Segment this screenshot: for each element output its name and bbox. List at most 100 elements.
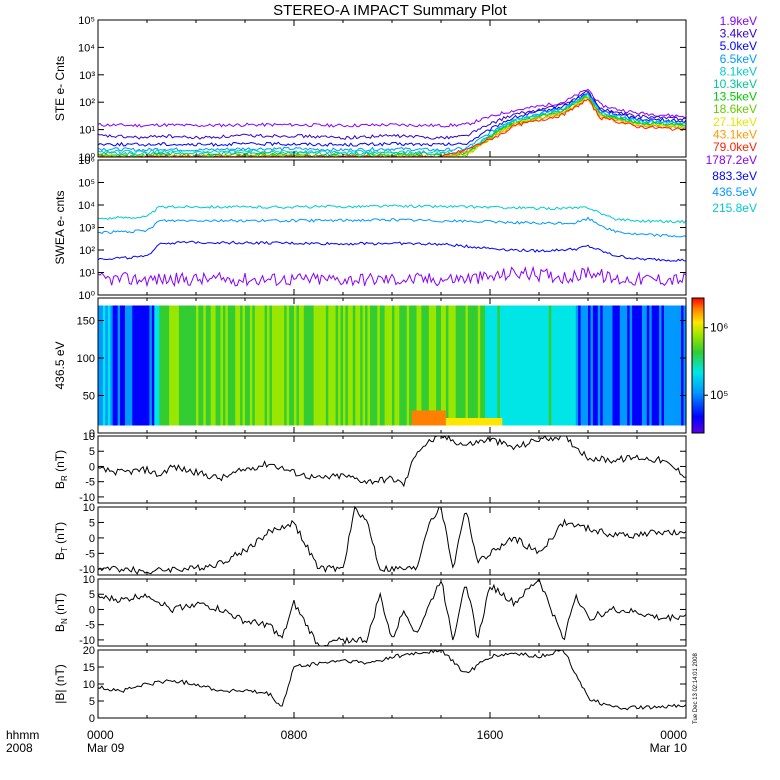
series-line-ste-1 (97, 90, 687, 141)
heatmap-cell (377, 305, 381, 426)
heatmap-cell (149, 305, 153, 426)
heatmap-cell (125, 305, 129, 426)
y-tick-label: 20 (83, 645, 95, 657)
heatmap-cell (188, 305, 192, 426)
series-line-swea-0 (97, 265, 687, 288)
heatmap-cell (311, 305, 315, 426)
heatmap-cell (200, 305, 204, 426)
heatmap-cell (637, 305, 641, 426)
heatmap-cell (585, 305, 589, 426)
heatmap-cell (678, 305, 682, 426)
heatmap-cell (509, 305, 513, 426)
heatmap-cell (502, 305, 506, 426)
heatmap-cell (122, 305, 126, 426)
heatmap-cell (664, 305, 668, 426)
plot-timestamp-stamp: Tue Dec 13 02:14:01 2008 (693, 653, 699, 724)
heatmap-cell (641, 305, 645, 426)
heatmap-cell (328, 305, 332, 426)
heatmap-cell (360, 305, 364, 426)
panel-frame-bt (97, 506, 687, 576)
heatmap-cell (507, 305, 511, 426)
heatmap-cell (438, 305, 442, 426)
heatmap-cell (460, 305, 464, 426)
y-axis-label-swea: SWEA e- cnts (53, 190, 67, 264)
x-row-label-hhmm: hhmm (6, 728, 39, 742)
heatmap-cell (254, 305, 258, 426)
heatmap-cell (161, 305, 165, 426)
heatmap-cell (235, 305, 239, 426)
heatmap-cell (117, 305, 121, 426)
heatmap-cell (340, 305, 344, 426)
heatmap-cell (257, 305, 261, 426)
heatmap-cell (433, 305, 437, 426)
heatmap-cell (225, 305, 229, 426)
y-tick-label: 0 (89, 428, 95, 440)
heatmap-cell (120, 305, 124, 426)
y-tick-label: 10³ (79, 70, 95, 82)
legend-group: 1.9keV3.4keV5.0keV6.5keV8.1keV10.3keV13.… (706, 14, 757, 215)
y-tick-label: 0 (89, 604, 95, 616)
series-line-bmag (97, 649, 687, 711)
y-axis-label-unit: (nT) (53, 664, 67, 689)
heatmap-cell (208, 305, 212, 426)
heatmap-cell (203, 305, 207, 426)
y-tick-label: 5 (89, 517, 95, 529)
heatmap-cell (281, 305, 285, 426)
heatmap-cell (151, 305, 155, 426)
heatmap-cell (615, 305, 619, 426)
x-tick-label-time: 0000 (87, 728, 114, 742)
y-axis-label-pad: 436.5 eV (53, 341, 67, 389)
legend-entry: 1.9keV (720, 14, 757, 28)
heatmap-cell (426, 305, 430, 426)
heatmap-cell (573, 305, 577, 426)
panel-frame-bmag (97, 649, 687, 719)
heatmap-cell (362, 305, 366, 426)
heatmap-cell (612, 305, 616, 426)
y-axis-label-main: SWEA e- cnts (53, 190, 67, 264)
legend-entry: 18.6keV (713, 102, 757, 116)
heatmap-cell (570, 305, 574, 426)
heatmap-cell (242, 305, 246, 426)
heatmap-cell (220, 305, 224, 426)
heatmap-cell (416, 305, 420, 426)
heatmap-cell (384, 305, 388, 426)
heatmap-cell (431, 305, 435, 426)
heatmap-cell (514, 305, 518, 426)
heatmap-cell (213, 305, 217, 426)
heatmap-cell (181, 305, 185, 426)
heatmap-cell (291, 305, 295, 426)
legend-entry: 10.3keV (713, 77, 757, 91)
series-line-br (97, 434, 686, 488)
legend-entry: 27.1keV (713, 115, 757, 129)
heatmap-cell (649, 305, 653, 426)
x-tick-label-date: Mar 10 (650, 741, 688, 755)
heatmap-cell (193, 305, 197, 426)
heatmap-cell (490, 305, 494, 426)
y-tick-label: 50 (83, 391, 95, 403)
heatmap-cell (230, 305, 234, 426)
y-tick-label: 10 (83, 502, 95, 514)
heatmap-cell (115, 305, 119, 426)
y-tick-label: 10³ (79, 223, 95, 235)
y-axis-label-main: STE e- Cnts (53, 56, 67, 121)
heatmap-cell (436, 305, 440, 426)
heatmap-cell (404, 305, 408, 426)
y-tick-label: -5 (85, 548, 95, 560)
heatmap-cell (169, 305, 173, 426)
heatmap-cell (409, 305, 413, 426)
heatmap-cell (651, 305, 655, 426)
heatmap-cell (355, 305, 359, 426)
heatmap-cell (592, 305, 596, 426)
heatmap-cell (512, 305, 516, 426)
y-axis-label-sub: N (60, 618, 69, 624)
y-axis-label-sub: T (60, 547, 69, 552)
heatmap-cell (610, 305, 614, 426)
heatmap-cell (298, 305, 302, 426)
heatmap-cell (159, 305, 163, 426)
heatmap-cell (102, 305, 106, 426)
heatmap-cell (323, 305, 327, 426)
y-tick-label: 5 (89, 589, 95, 601)
heatmap-cell (676, 305, 680, 426)
y-tick-label: 10² (79, 97, 95, 109)
legend-entry: 43.1keV (713, 127, 757, 141)
